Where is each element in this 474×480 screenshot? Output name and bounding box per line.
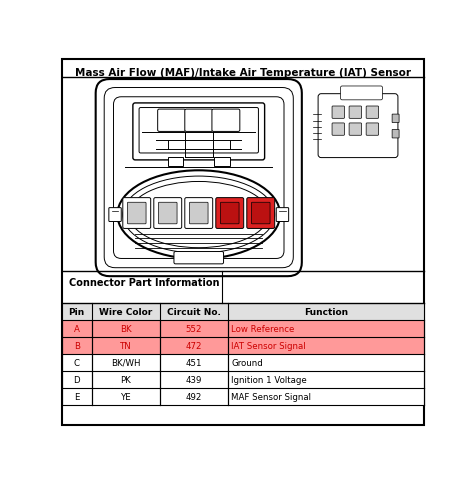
Bar — [62, 320, 424, 337]
Text: Function: Function — [304, 308, 348, 316]
Text: Ignition 1 Voltage: Ignition 1 Voltage — [231, 375, 307, 384]
Ellipse shape — [129, 182, 268, 248]
Text: BK/WH: BK/WH — [111, 358, 141, 367]
FancyBboxPatch shape — [168, 157, 183, 167]
FancyBboxPatch shape — [158, 203, 177, 224]
FancyBboxPatch shape — [109, 208, 121, 222]
Text: MAF Sensor Signal: MAF Sensor Signal — [231, 392, 311, 401]
FancyBboxPatch shape — [392, 130, 399, 139]
FancyBboxPatch shape — [251, 203, 270, 224]
Text: 472: 472 — [186, 341, 202, 350]
FancyBboxPatch shape — [113, 97, 284, 259]
FancyBboxPatch shape — [123, 198, 151, 229]
Text: BK: BK — [120, 324, 132, 333]
FancyBboxPatch shape — [214, 157, 230, 167]
Text: C: C — [73, 358, 80, 367]
FancyBboxPatch shape — [318, 95, 398, 158]
Text: B: B — [73, 341, 80, 350]
Text: YE: YE — [120, 392, 131, 401]
Bar — [62, 388, 424, 405]
FancyBboxPatch shape — [332, 107, 345, 119]
FancyBboxPatch shape — [212, 110, 240, 132]
FancyBboxPatch shape — [133, 104, 264, 161]
Text: TN: TN — [120, 341, 132, 350]
FancyBboxPatch shape — [247, 198, 275, 229]
Text: Circuit No.: Circuit No. — [167, 308, 221, 316]
FancyBboxPatch shape — [366, 107, 379, 119]
FancyBboxPatch shape — [185, 110, 213, 132]
Text: Pin: Pin — [69, 308, 85, 316]
FancyBboxPatch shape — [139, 108, 258, 154]
FancyBboxPatch shape — [190, 203, 208, 224]
FancyBboxPatch shape — [349, 124, 362, 136]
FancyBboxPatch shape — [349, 107, 362, 119]
Text: 492: 492 — [186, 392, 202, 401]
Text: Mass Air Flow (MAF)/Intake Air Temperature (IAT) Sensor: Mass Air Flow (MAF)/Intake Air Temperatu… — [75, 68, 411, 78]
Text: IAT Sensor Signal: IAT Sensor Signal — [231, 341, 306, 350]
Ellipse shape — [123, 177, 275, 253]
Text: 451: 451 — [186, 358, 202, 367]
FancyBboxPatch shape — [392, 115, 399, 123]
FancyBboxPatch shape — [125, 104, 273, 177]
Text: E: E — [74, 392, 80, 401]
FancyBboxPatch shape — [158, 110, 186, 132]
FancyBboxPatch shape — [332, 124, 345, 136]
FancyBboxPatch shape — [276, 208, 289, 222]
Bar — [62, 354, 424, 371]
Text: Connector Part Information: Connector Part Information — [69, 277, 219, 288]
Bar — [62, 303, 424, 320]
FancyBboxPatch shape — [96, 80, 302, 276]
Ellipse shape — [118, 171, 280, 259]
Text: D: D — [73, 375, 80, 384]
Bar — [62, 337, 424, 354]
Text: PK: PK — [120, 375, 131, 384]
FancyBboxPatch shape — [341, 87, 383, 101]
Bar — [62, 371, 424, 388]
Text: 439: 439 — [186, 375, 202, 384]
FancyBboxPatch shape — [366, 124, 379, 136]
Text: 552: 552 — [186, 324, 202, 333]
Text: Wire Color: Wire Color — [99, 308, 153, 316]
FancyBboxPatch shape — [174, 252, 224, 264]
FancyBboxPatch shape — [128, 203, 146, 224]
FancyBboxPatch shape — [154, 198, 182, 229]
FancyBboxPatch shape — [216, 198, 244, 229]
FancyBboxPatch shape — [220, 203, 239, 224]
Text: Low Reference: Low Reference — [231, 324, 295, 333]
Text: Ground: Ground — [231, 358, 263, 367]
Text: A: A — [74, 324, 80, 333]
FancyBboxPatch shape — [185, 198, 213, 229]
FancyBboxPatch shape — [104, 88, 293, 268]
